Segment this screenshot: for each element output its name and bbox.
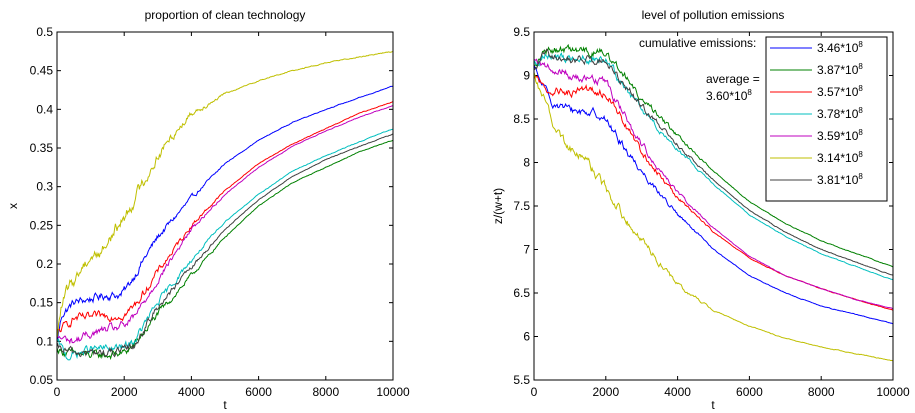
legend-label: 3.81*108 (817, 172, 863, 187)
right-x-axis-label: t (711, 398, 715, 412)
legend-label: 3.78*108 (817, 106, 863, 121)
legend-label-base: 3.14*10 (817, 151, 859, 165)
y-tick-label: 0.3 (36, 180, 53, 194)
right-chart-title: level of pollution emissions (642, 8, 785, 22)
left-chart-title: proportion of clean technology (145, 8, 306, 22)
right-x-ticks: 0 2000 4000 6000 8000 10000 (531, 32, 910, 399)
x-tick-label: 2000 (592, 385, 619, 399)
legend-label-exponent: 8 (858, 40, 863, 49)
left-series (56, 51, 394, 361)
y-tick-label: 9.5 (513, 25, 530, 39)
series-line (56, 128, 394, 361)
legend-label: 3.14*108 (817, 150, 863, 165)
y-tick-label: 0.25 (30, 218, 54, 232)
y-tick-label: 6 (523, 330, 530, 344)
right-y-ticks: 5.5 6 6.5 7 7.5 8 8.5 9 9.5 (513, 25, 893, 387)
series-line (56, 101, 394, 333)
legend: 3.46*1083.87*1083.57*1083.78*1083.59*108… (765, 36, 888, 202)
y-tick-label: 9 (523, 69, 530, 83)
series-line (56, 105, 394, 345)
legend-box (765, 36, 888, 202)
right-plot-frame (533, 31, 894, 381)
average-label: average = (706, 72, 760, 86)
x-tick-label: 6000 (736, 385, 763, 399)
series-line (533, 72, 894, 362)
series-line (56, 51, 394, 338)
x-tick-label: 8000 (808, 385, 835, 399)
y-tick-label: 0.05 (30, 373, 54, 387)
legend-label-exponent: 8 (858, 172, 863, 181)
y-tick-label: 0.45 (30, 64, 54, 78)
legend-label-base: 3.57*10 (817, 85, 859, 99)
right-y-axis-label: z/(w+t) (491, 188, 505, 224)
left-chart: proportion of clean technology t x 0 2000… (6, 8, 410, 412)
x-tick-label: 6000 (245, 385, 272, 399)
x-tick-label: 8000 (312, 385, 339, 399)
y-tick-label: 0.35 (30, 141, 54, 155)
legend-label-base: 3.87*10 (817, 63, 859, 77)
legend-label: 3.59*108 (817, 128, 863, 143)
legend-label-exponent: 8 (858, 62, 863, 71)
legend-label-exponent: 8 (858, 84, 863, 93)
y-tick-label: 5.5 (513, 373, 530, 387)
series-line (56, 139, 394, 361)
series-line (533, 48, 894, 276)
right-series (533, 43, 894, 362)
y-tick-label: 0.5 (36, 25, 53, 39)
average-value-exponent: 8 (747, 88, 752, 97)
y-tick-label: 0.4 (36, 102, 53, 116)
x-tick-label: 0 (54, 385, 61, 399)
y-tick-label: 0.15 (30, 296, 54, 310)
x-tick-label: 2000 (111, 385, 138, 399)
series-line (533, 52, 894, 281)
legend-label-base: 3.81*10 (817, 173, 859, 187)
left-x-axis-label: t (223, 398, 227, 412)
legend-label-exponent: 8 (858, 128, 863, 137)
legend-label: 3.87*108 (817, 62, 863, 77)
x-tick-label: 10000 (876, 385, 910, 399)
average-value-base: 3.60*10 (706, 89, 748, 103)
y-tick-label: 7 (523, 243, 530, 257)
x-tick-label: 10000 (376, 385, 410, 399)
x-tick-label: 4000 (178, 385, 205, 399)
left-x-ticks: 0 2000 4000 6000 8000 10000 (54, 32, 410, 399)
right-chart: level of pollution emissions t z/(w+t) 0… (491, 8, 910, 412)
legend-title: cumulative emissions: (639, 36, 756, 50)
y-tick-label: 6.5 (513, 286, 530, 300)
y-tick-label: 7.5 (513, 199, 530, 213)
series-line (56, 133, 394, 358)
y-tick-label: 8 (523, 156, 530, 170)
x-tick-label: 4000 (664, 385, 691, 399)
legend-label: 3.46*108 (817, 40, 863, 55)
left-plot-area (57, 32, 393, 380)
legend-label-base: 3.78*10 (817, 107, 859, 121)
average-value: 3.60*108 (706, 88, 752, 103)
legend-label-base: 3.46*10 (817, 41, 859, 55)
legend-label-base: 3.59*10 (817, 129, 859, 143)
y-tick-label: 8.5 (513, 112, 530, 126)
y-tick-label: 0.2 (36, 257, 53, 271)
series-line (533, 43, 894, 268)
left-y-axis-label: x (6, 203, 20, 209)
legend-label-exponent: 8 (858, 150, 863, 159)
series-line (56, 85, 394, 341)
left-y-ticks: 0.05 0.1 0.15 0.2 0.25 0.3 0.35 0.4 0.45 0.5 (30, 25, 393, 387)
x-tick-label: 0 (531, 385, 538, 399)
series-line (533, 64, 894, 325)
left-plot-frame (56, 31, 394, 381)
legend-items: 3.46*1083.87*1083.57*1083.78*1083.59*108… (770, 40, 863, 187)
series-line (534, 58, 894, 310)
legend-label: 3.57*108 (817, 84, 863, 99)
y-tick-label: 0.1 (36, 334, 53, 348)
legend-label-exponent: 8 (858, 106, 863, 115)
